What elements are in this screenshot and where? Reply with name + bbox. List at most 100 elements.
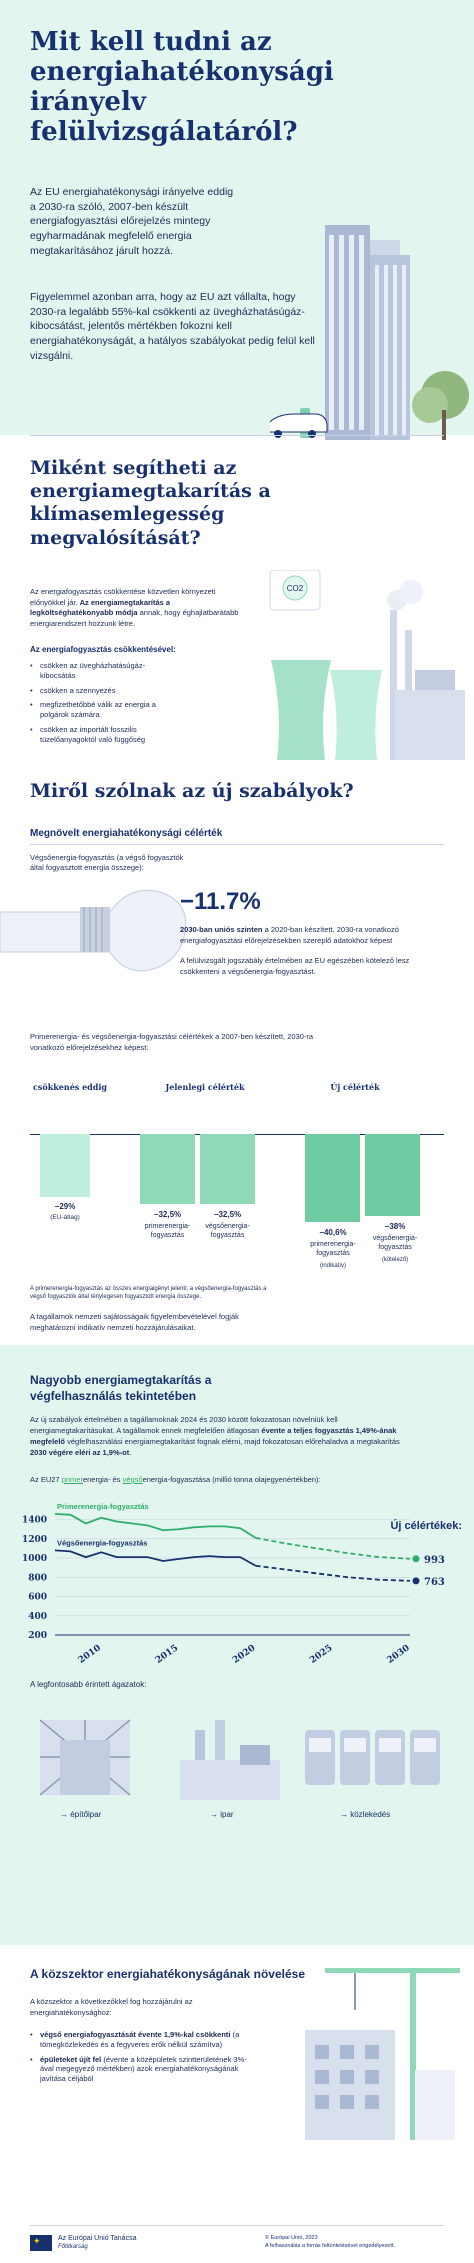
- eu-council-logo: ✦: [30, 2235, 52, 2251]
- y-tick-label: 1000: [22, 1554, 47, 1564]
- co2-label: CO2: [287, 584, 304, 593]
- series-line: [54, 1549, 257, 1567]
- bar-decrease-so-far: [40, 1134, 90, 1197]
- y-tick-label: 400: [28, 1612, 47, 1622]
- bar-tag: (kötelező): [381, 1257, 409, 1263]
- power-plant-illustration: CO2: [269, 570, 465, 760]
- footer-org-sub: Főtitkárság: [58, 2244, 88, 2250]
- section2-list-title: Az energiafogyasztás csökkentésével:: [30, 645, 176, 654]
- series-label: Végsőenergia-fogyasztás: [57, 1538, 147, 1547]
- bar-current-final: [200, 1134, 255, 1204]
- series-line: [54, 1512, 257, 1539]
- y-tick-label: 800: [28, 1573, 47, 1583]
- series-label: Primerenergia-fogyasztás: [57, 1502, 149, 1511]
- public-sector-list: végső energiafogyasztását évente 1,9%-ka…: [30, 2030, 260, 2089]
- sectors-title: A legfontosabb érintett ágazatok:: [30, 1680, 147, 1689]
- section3-title: Miről szólnak az új szabályok?: [30, 780, 354, 802]
- end-use-section: Nagyobb energiamegtakarítás a végfelhasz…: [0, 1345, 474, 1945]
- benefits-list: csökken az üvegházhatásúgáz-kibocsátás c…: [30, 661, 160, 749]
- subtitle-underline: [30, 844, 444, 845]
- bar-caption: primerenergia-fogyasztás: [310, 1241, 356, 1258]
- footer-divider: [30, 2225, 444, 2226]
- bar-tag: (indikatív): [319, 1263, 346, 1269]
- section2-title: Miként segítheti az energiamegtakarítás …: [30, 457, 271, 549]
- series-end-point: [412, 1577, 420, 1585]
- y-tick-label: 1400: [22, 1516, 47, 1526]
- series-end-point: [412, 1555, 420, 1563]
- footnote-national: A tagállamok nemzeti sajátosságaik figye…: [30, 1312, 239, 1332]
- hero-paragraph-1: Az EU energiahatékonysági irányelve eddi…: [30, 186, 234, 257]
- series-projection-line: [255, 1536, 411, 1560]
- public-sector-section: A közszektor energiahatékonyságának növe…: [0, 1945, 474, 2263]
- target-bar-chart: csökkenés eddig Jelenlegi célérték Új cé…: [30, 1082, 444, 1272]
- section5-title: A közszektor energiahatékonyságának növe…: [30, 1967, 306, 1981]
- x-tick-label: 2015: [154, 1643, 180, 1666]
- bar-value: −29%: [54, 1202, 76, 1211]
- industry-illustration: [180, 1720, 280, 1800]
- list-item: csökken az importált fosszilis tüzelőany…: [30, 725, 160, 745]
- list-item: épületeket újít fel (évente a középülete…: [30, 2055, 260, 2084]
- line-chart-intro: Az EU27 primerenergia- és végsőenergia-f…: [30, 1475, 321, 1484]
- bar-value: −40,6%: [319, 1228, 347, 1237]
- energy-saving-section: Miként segítheti az energiamegtakarítás …: [0, 435, 474, 780]
- bulb-caption: Végsőenergia-fogyasztás (a végső fogyasz…: [30, 853, 184, 873]
- group-label: Jelenlegi célérték: [165, 1082, 245, 1092]
- x-tick-label: 2030: [385, 1643, 411, 1666]
- section3-subtitle: Megnövelt energiahatékonysági célérték: [30, 828, 223, 839]
- bar-current-primary: [140, 1134, 195, 1204]
- reduction-description: 2030-ban uniós szinten a 2020-ban készít…: [180, 925, 399, 945]
- energy-consumption-line-chart: 200 400 600 800 1000 1200 1400 2010 2015 2020 2025…: [22, 1502, 462, 1666]
- section5-intro: A közszektor a következőkkel fog hozzájá…: [30, 1997, 193, 2017]
- x-tick-label: 2020: [231, 1643, 257, 1666]
- hero-paragraph-2: Figyelemmel azonban arra, hogy az EU azt…: [30, 291, 315, 362]
- legend-title: Új célértékek:: [390, 1519, 462, 1532]
- list-item: csökken az üvegházhatásúgáz-kibocsátás: [30, 661, 160, 681]
- skyscraper-illustration: [270, 225, 469, 440]
- series-projection-line: [255, 1564, 411, 1582]
- eu-stars-icon: ✦: [33, 2236, 41, 2246]
- reduction-value: −11.7%: [180, 888, 261, 915]
- series-end-value: 993: [424, 1555, 445, 1566]
- construction-illustration: [39, 1719, 131, 1796]
- bar-value: −32,5%: [213, 1210, 242, 1219]
- series-end-value: 763: [424, 1577, 445, 1588]
- bar-caption: (EU-átlag): [50, 1214, 80, 1221]
- crane-building-illustration: [305, 1968, 460, 2140]
- chart-intro: Primerenergia- és végsőenergia-fogyasztá…: [30, 1032, 314, 1052]
- footer-org: Az Európai Unió Tanácsa: [58, 2235, 137, 2242]
- bar-caption: végsőenergia-fogyasztás: [205, 1223, 250, 1240]
- reduction-note: A felülvizsgált jogszabály értelmében az…: [180, 956, 410, 976]
- y-tick-label: 600: [28, 1593, 47, 1603]
- footer-license: A felhasználás a forrás feltüntetésével …: [265, 2243, 395, 2249]
- bar-new-final: [365, 1134, 420, 1216]
- footer-copyright: © Európai Unió, 2023: [265, 2235, 318, 2241]
- section-divider: [30, 435, 444, 436]
- section4-title: Nagyobb energiamegtakarítás a végfelhasz…: [30, 1373, 212, 1403]
- list-item: végső energiafogyasztását évente 1,9%-ka…: [30, 2030, 260, 2050]
- light-bulb-illustration: [0, 889, 187, 972]
- hero-section: Mit kell tudni az energiahatékonysági ir…: [0, 0, 474, 440]
- page-footer: ✦ Az Európai Unió Tanácsa Főtitkárság © …: [0, 2225, 474, 2263]
- y-tick-label: 1200: [22, 1535, 47, 1545]
- y-tick-label: 200: [28, 1631, 47, 1641]
- bar-value: −38%: [384, 1222, 406, 1231]
- bar-value: −32,5%: [153, 1210, 182, 1219]
- x-tick-label: 2010: [77, 1643, 103, 1666]
- list-item: csökken a szennyezés: [30, 686, 160, 696]
- group-label: csökkenés eddig: [33, 1082, 107, 1092]
- sector-construction: → építőipar: [60, 1810, 102, 1819]
- bar-caption: primerenergia-fogyasztás: [144, 1223, 191, 1240]
- bar-caption: végsőenergia-fogyasztás: [372, 1235, 418, 1252]
- new-rules-section: Miről szólnak az új szabályok? Megnövelt…: [0, 780, 474, 1345]
- sector-industry: → ipar: [210, 1810, 234, 1819]
- page-title: Mit kell tudni az energiahatékonysági ir…: [30, 27, 334, 147]
- x-tick-label: 2025: [308, 1643, 334, 1666]
- footnote-energy: A primerenergia-fogyasztás az összes ene…: [30, 1286, 267, 1301]
- transport-illustration: [305, 1730, 440, 1785]
- group-label: Új célérték: [330, 1082, 380, 1092]
- section4-paragraph: Az új szabályok értelmében a tagállamokn…: [30, 1415, 400, 1457]
- list-item: megfizethetőbbé válik az energia a polgá…: [30, 700, 160, 720]
- section2-intro: Az energiafogyasztás csökkentése közvetl…: [30, 587, 239, 628]
- sector-transport: → közlekedés: [340, 1810, 391, 1819]
- bar-new-primary: [305, 1134, 360, 1222]
